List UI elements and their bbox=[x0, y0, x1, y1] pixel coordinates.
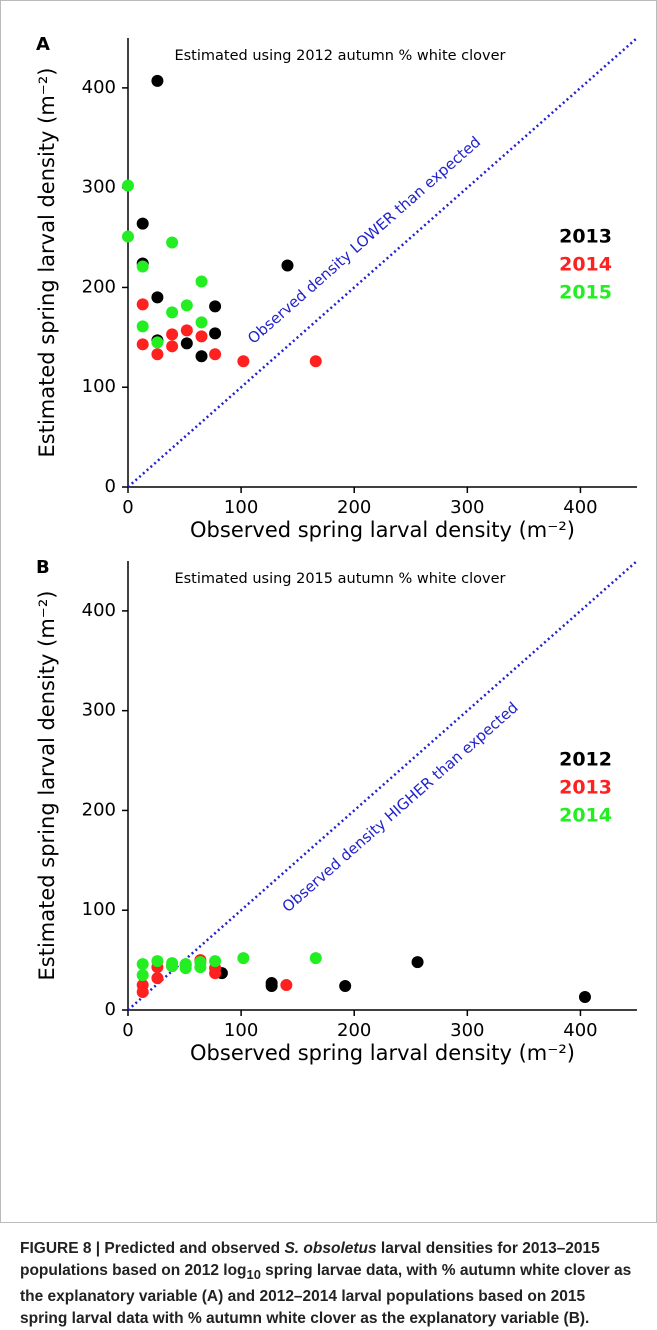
data-point bbox=[195, 350, 208, 363]
legend-entry: 2013 bbox=[559, 226, 612, 248]
diagonal-label: Observed density LOWER than expected bbox=[244, 133, 484, 348]
data-point bbox=[195, 275, 208, 288]
legend-entry: 2013 bbox=[559, 777, 612, 799]
data-point bbox=[136, 969, 149, 982]
data-point bbox=[166, 306, 179, 319]
panel-label: B bbox=[36, 557, 50, 578]
annotation: Estimated using 2012 autumn % white clov… bbox=[174, 48, 505, 64]
data-point bbox=[209, 348, 222, 361]
legend-entry: 2014 bbox=[559, 254, 612, 276]
data-point bbox=[194, 956, 207, 969]
data-point bbox=[166, 340, 179, 353]
data-point bbox=[179, 958, 192, 971]
caption-text: FIGURE 8 | Predicted and observed bbox=[20, 1240, 285, 1257]
data-point bbox=[151, 348, 164, 361]
x-tick-label: 100 bbox=[224, 497, 258, 518]
data-point bbox=[151, 336, 164, 349]
data-point bbox=[180, 337, 193, 350]
data-point bbox=[136, 260, 149, 273]
caption: FIGURE 8 | Predicted and observed S. obs… bbox=[20, 1238, 635, 1330]
data-point bbox=[195, 316, 208, 329]
annotation: Estimated using 2015 autumn % white clov… bbox=[174, 571, 505, 587]
x-tick-label: 100 bbox=[224, 1020, 258, 1041]
x-tick-label: 200 bbox=[337, 1020, 371, 1041]
reference-line bbox=[127, 37, 638, 488]
data-point bbox=[166, 236, 179, 249]
data-point bbox=[166, 328, 179, 341]
data-point bbox=[136, 320, 149, 333]
caption-text: larval densities for 2013–2015 populatio… bbox=[20, 1240, 600, 1279]
data-point bbox=[151, 955, 164, 968]
diagonal-label: Observed density HIGHER than expected bbox=[279, 698, 522, 915]
y-tick-label: 100 bbox=[82, 899, 116, 920]
y-tick-label: 400 bbox=[82, 77, 116, 98]
data-point bbox=[281, 259, 294, 272]
data-point bbox=[209, 955, 222, 968]
data-point bbox=[195, 330, 208, 343]
y-tick-label: 200 bbox=[82, 799, 116, 820]
data-point bbox=[309, 952, 322, 965]
caption-subscript: 10 bbox=[246, 1267, 261, 1283]
data-point bbox=[265, 980, 278, 993]
y-tick-label: 0 bbox=[105, 476, 116, 497]
data-point bbox=[136, 986, 149, 999]
x-axis-label: Observed spring larval density (m⁻²) bbox=[190, 1041, 575, 1065]
data-point bbox=[309, 355, 322, 368]
legend-entry: 2012 bbox=[559, 749, 612, 771]
y-tick-label: 200 bbox=[82, 276, 116, 297]
legend-entry: 2015 bbox=[559, 282, 612, 304]
data-point bbox=[166, 960, 179, 973]
panel-label: A bbox=[36, 34, 50, 55]
data-point bbox=[136, 338, 149, 351]
data-point bbox=[151, 291, 164, 304]
data-point bbox=[209, 327, 222, 340]
data-point bbox=[136, 217, 149, 230]
data-point bbox=[151, 972, 164, 985]
legend-entry: 2014 bbox=[559, 805, 612, 827]
y-tick-label: 0 bbox=[105, 999, 116, 1020]
data-point bbox=[136, 298, 149, 311]
data-point bbox=[180, 324, 193, 337]
x-tick-label: 0 bbox=[122, 1020, 133, 1041]
caption-species: S. obsoletus bbox=[284, 1240, 377, 1257]
y-tick-label: 400 bbox=[82, 600, 116, 621]
data-point bbox=[237, 355, 250, 368]
data-point bbox=[578, 991, 591, 1004]
x-tick-label: 0 bbox=[122, 497, 133, 518]
data-point bbox=[209, 300, 222, 313]
x-axis-label: Observed spring larval density (m⁻²) bbox=[190, 518, 575, 542]
data-point bbox=[237, 952, 250, 965]
data-point bbox=[122, 179, 134, 192]
x-tick-label: 200 bbox=[337, 497, 371, 518]
data-point bbox=[280, 979, 293, 992]
reference-line bbox=[127, 560, 638, 1011]
x-tick-label: 300 bbox=[450, 497, 484, 518]
data-point bbox=[136, 958, 149, 971]
y-tick-label: 300 bbox=[82, 177, 116, 198]
x-tick-label: 300 bbox=[450, 1020, 484, 1041]
data-point bbox=[411, 956, 424, 969]
data-point bbox=[180, 299, 193, 312]
y-axis-label: Estimated spring larval density (m⁻²) bbox=[35, 68, 59, 458]
data-point bbox=[339, 980, 352, 993]
y-axis-label: Estimated spring larval density (m⁻²) bbox=[35, 591, 59, 981]
x-tick-label: 400 bbox=[563, 1020, 597, 1041]
data-point bbox=[122, 230, 134, 243]
y-tick-label: 300 bbox=[82, 700, 116, 721]
y-tick-label: 100 bbox=[82, 376, 116, 397]
data-point bbox=[151, 74, 164, 87]
x-tick-label: 400 bbox=[563, 497, 597, 518]
